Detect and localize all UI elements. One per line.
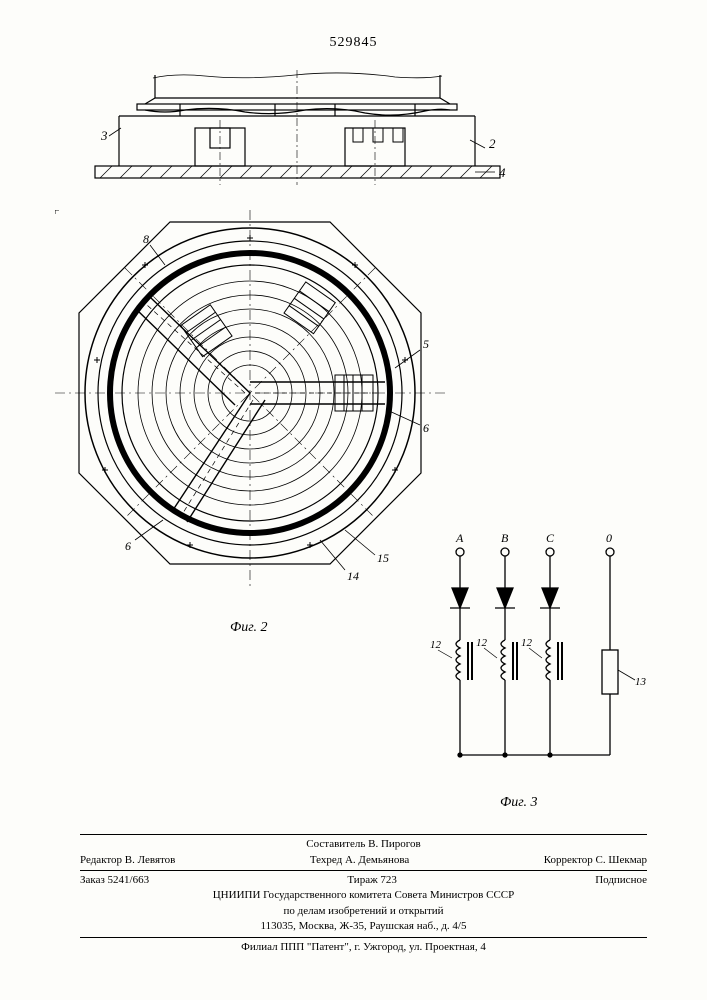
figure-2-label: Фиг. 2: [230, 620, 268, 636]
figure-1: 3 2 4: [75, 70, 520, 185]
figure-3-label: Фиг. 3: [500, 795, 538, 811]
techred: Техред А. Демьянова: [310, 853, 409, 868]
order-number: Заказ 5241/663: [80, 873, 149, 888]
callout-6: 6: [423, 421, 429, 435]
tirazh: Тираж 723: [347, 873, 397, 888]
patent-number: 529845: [330, 35, 378, 51]
org-line-1: ЦНИИПИ Государственного комитета Совета …: [80, 888, 647, 903]
coil-label-3: 12: [521, 637, 533, 649]
callout-14: 14: [347, 569, 359, 583]
print-shop-line: Филиал ППП "Патент", г. Ужгород, ул. Про…: [80, 940, 647, 955]
terminal-a: A: [455, 531, 464, 545]
terminal-0: 0: [606, 531, 612, 545]
callout-3: 3: [100, 128, 108, 143]
podpisnoe: Подписное: [595, 873, 647, 888]
editor: Редактор В. Левятов: [80, 853, 175, 868]
callout-6b: 6: [125, 539, 131, 553]
callout-15: 15: [377, 551, 389, 565]
callout-8: 8: [143, 232, 149, 246]
terminal-b: B: [501, 531, 509, 545]
address-line: 113035, Москва, Ж-35, Раушская наб., д. …: [80, 919, 647, 934]
figure-3: A B C 0 12 12 12 13: [430, 530, 650, 790]
resistor-label: 13: [635, 676, 647, 688]
figure-2: 8 5 6 6 15 14: [55, 210, 445, 610]
callout-2: 2: [489, 136, 496, 151]
callout-4: 4: [499, 165, 506, 180]
coil-label-1: 12: [430, 639, 442, 651]
terminal-c: C: [546, 531, 555, 545]
compiler-line: Составитель В. Пирогов: [80, 837, 647, 852]
corrector: Корректор С. Шекмар: [544, 853, 647, 868]
coil-label-2: 12: [476, 637, 488, 649]
footer-colophon: Составитель В. Пирогов Редактор В. Левят…: [80, 832, 647, 955]
org-line-2: по делам изобретений и открытий: [80, 904, 647, 919]
callout-5: 5: [423, 337, 429, 351]
